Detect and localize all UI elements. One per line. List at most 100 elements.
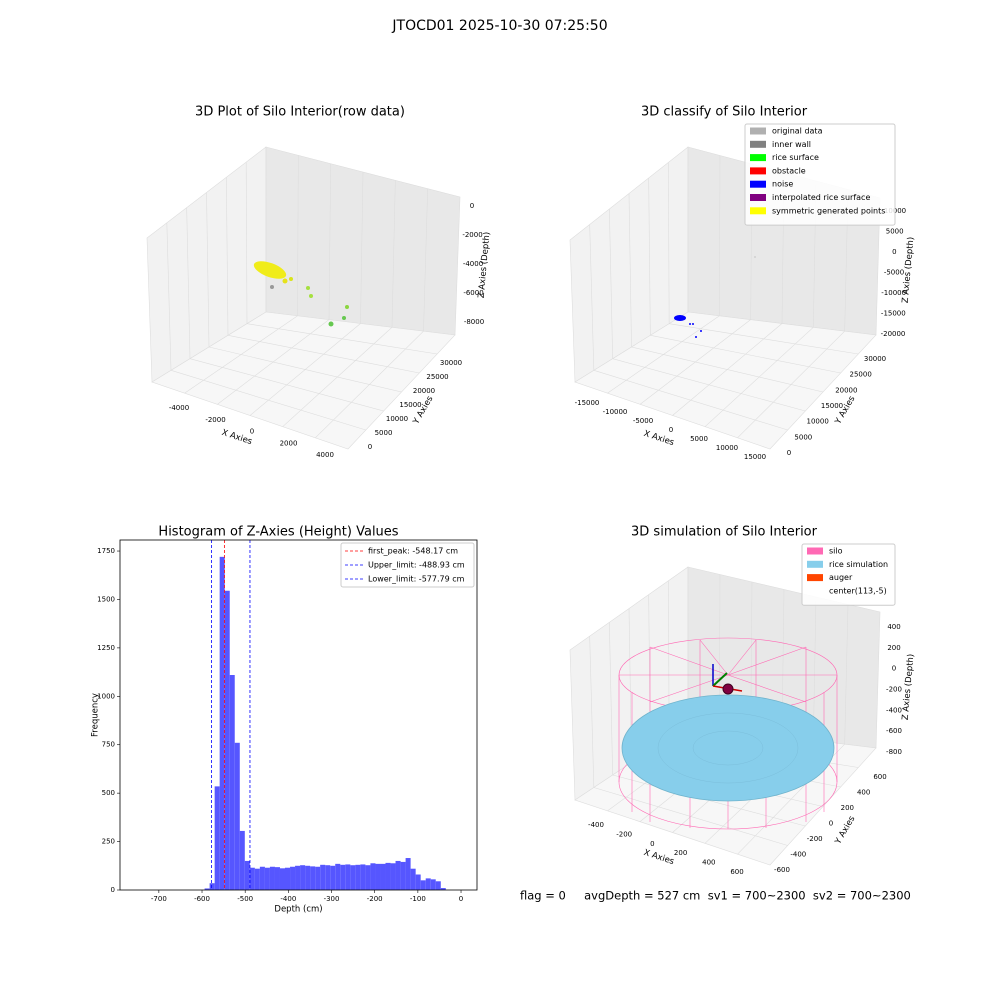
bar — [274, 867, 280, 890]
bar — [360, 864, 366, 890]
bar — [330, 865, 336, 890]
y-tick-label: 10000 — [807, 418, 829, 426]
y-tick-label: -200 — [807, 835, 823, 843]
y-tick-label: 10000 — [386, 415, 408, 423]
bar — [209, 883, 215, 890]
pane-grid — [186, 207, 191, 359]
bar — [244, 860, 250, 890]
bar — [204, 888, 210, 890]
y-tick-label: 500 — [102, 789, 115, 797]
bar — [234, 742, 240, 890]
y-tick-label: 20000 — [413, 387, 435, 395]
bar — [229, 675, 235, 890]
x-tick-label: 2000 — [280, 439, 298, 447]
pane-grid — [297, 155, 299, 316]
x-tick-label: -15000 — [575, 399, 600, 407]
bar — [259, 866, 265, 890]
bar — [325, 865, 331, 890]
z-tick-label: 0 — [892, 248, 896, 256]
z-tick-label: -15000 — [881, 310, 906, 318]
legend-swatch — [807, 547, 823, 555]
z-axis-label: Z Axies (Depth) — [901, 236, 917, 303]
bar — [425, 878, 431, 890]
z-tick-label: 200 — [887, 644, 900, 652]
bar — [400, 861, 406, 890]
chart-title: 3D simulation of Silo Interior — [631, 525, 818, 540]
legend-swatch — [750, 180, 766, 188]
pane-grid — [589, 636, 595, 788]
legend-swatch — [750, 154, 766, 162]
chart-title: Histogram of Z-Axies (Height) Values — [158, 525, 398, 540]
y-tick-label: 25000 — [426, 373, 448, 381]
x-tick-label: 0 — [650, 840, 654, 848]
legend-label: interpolated rice surface — [772, 193, 870, 202]
y-tick-label: 0 — [111, 886, 115, 894]
legend-label: Lower_limit: -577.79 cm — [368, 575, 465, 584]
z-tick-label: -600 — [886, 727, 902, 735]
y-tick-label: 1750 — [97, 547, 115, 555]
x-tick-label: 4000 — [316, 451, 334, 459]
point-cloud — [674, 256, 756, 338]
bar — [380, 863, 386, 890]
pane-grid — [589, 224, 595, 371]
x-tick-label: -400 — [588, 821, 604, 829]
y-tick-label: -400 — [790, 851, 806, 859]
bar — [365, 865, 371, 890]
chart-title: 3D Plot of Silo Interior(row data) — [195, 105, 405, 120]
bar — [390, 863, 396, 890]
z-tick-label: -400 — [886, 706, 902, 714]
y-tick-label: 30000 — [440, 359, 462, 367]
y-tick-label: 200 — [841, 804, 854, 812]
pane-grid — [669, 323, 859, 355]
bar — [284, 867, 291, 890]
legend-label: obstacle — [772, 166, 806, 175]
y-tick-label: 25000 — [850, 371, 872, 379]
legend-label: inner wall — [772, 140, 811, 149]
legend-swatch — [750, 167, 766, 175]
legend-box — [340, 542, 475, 588]
x-tick-label: 0 — [669, 426, 673, 434]
x-tick-label: 5000 — [690, 435, 708, 443]
x-tick-label: -10000 — [603, 408, 628, 416]
y-tick-label: 5000 — [375, 429, 393, 437]
y-tick-label: 5000 — [794, 433, 812, 441]
bar — [340, 864, 346, 890]
y-tick-label: 600 — [873, 773, 886, 781]
legend-label: original data — [772, 127, 823, 136]
y-tick-label: 0 — [829, 820, 833, 828]
x-tick-label: -300 — [324, 895, 340, 903]
pane-grid — [226, 177, 229, 336]
x-tick-label: 600 — [730, 868, 743, 876]
bar — [420, 880, 426, 890]
z-tick-label: 5000 — [886, 228, 904, 236]
y-tick-label: -600 — [774, 866, 790, 874]
y-tick-label: 250 — [102, 838, 115, 846]
pane-grid — [609, 622, 613, 776]
y-tick-label: 30000 — [864, 355, 886, 363]
pane-grid — [648, 177, 651, 336]
x-tick-label: -100 — [410, 895, 426, 903]
z-tick-label: -20000 — [881, 330, 906, 338]
pane-grid — [609, 208, 613, 359]
bar — [430, 879, 436, 890]
legend-label: Upper_limit: -488.93 cm — [368, 561, 465, 570]
legend-label: silo — [829, 547, 843, 556]
bar — [435, 881, 441, 890]
point-cloud — [253, 261, 349, 327]
bar — [375, 863, 381, 890]
bar — [279, 868, 285, 890]
y-tick-label: 750 — [102, 741, 115, 749]
y-tick-label: 0 — [368, 443, 372, 451]
bar — [415, 874, 421, 890]
legend-label: rice surface — [772, 153, 819, 162]
legend-swatch — [807, 560, 823, 568]
bar — [300, 865, 306, 890]
pane-grid — [206, 192, 210, 348]
legend-label: first_peak: -548.17 cm — [368, 547, 458, 556]
legend-label: symmetric generated points — [772, 206, 885, 215]
bar — [315, 866, 321, 890]
pane-grid — [423, 188, 428, 332]
bar — [385, 862, 391, 890]
y-axis-label: Y Axies — [833, 814, 858, 847]
x-axis-label: Depth (cm) — [274, 905, 322, 915]
